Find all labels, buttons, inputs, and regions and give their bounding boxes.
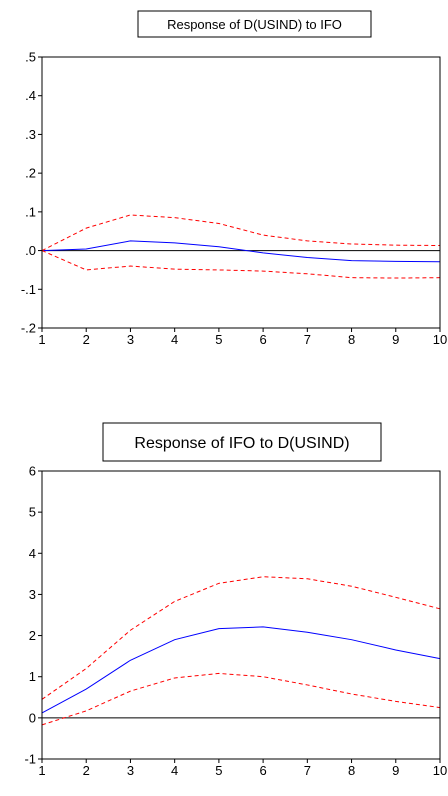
chart-2-y-tick-label: 2 — [29, 628, 36, 643]
chart-1-plot-area: -.2 -.1 .0 .1 .2 .3 .4 .5 1 2 3 4 5 6 7 8 9 10 — [21, 50, 447, 348]
chart-1-frame — [41, 56, 441, 329]
chart-2-x-tick-label: 9 — [392, 763, 399, 778]
chart-1-x-tick-label: 6 — [259, 332, 266, 347]
chart-2-x-tick-label: 5 — [215, 763, 222, 778]
chart-1-x-tick-label: 2 — [83, 332, 90, 347]
chart-2-title-box — [102, 422, 382, 462]
chart-2-x-tick-label: 3 — [127, 763, 134, 778]
chart-2-y-tick-label: 6 — [29, 464, 36, 479]
chart-1-title: Response of D(USIND) to IFO — [167, 17, 342, 32]
chart-1-upper-band-line — [41, 214, 441, 252]
chart-2-x-tick-label: 4 — [171, 763, 178, 778]
chart-2-title: Response of IFO to D(USIND) — [134, 435, 349, 452]
chart-1-title-box — [137, 10, 372, 38]
chart-2: Response of IFO to D(USIND) -1 0 1 2 3 4 5 6 1 2 3… — [24, 422, 447, 779]
chart-2-y-tick-label: 3 — [29, 587, 36, 602]
chart-1-y-tick-label: .5 — [25, 50, 36, 65]
chart-1-x-tick-label: 5 — [215, 332, 222, 347]
chart-1-x-tick-label: 8 — [348, 332, 355, 347]
chart-2-y-tick-label: -1 — [24, 752, 36, 767]
chart-2-y-tick-label: 1 — [29, 669, 36, 684]
chart-2-frame — [41, 470, 441, 760]
chart-1-y-tick-label: -.1 — [21, 282, 36, 297]
chart-1-x-tick-label: 1 — [38, 332, 45, 347]
chart-2-upper-band-line — [41, 576, 441, 700]
chart-2-y-tick-label: 5 — [29, 505, 36, 520]
chart-1-x-tick-label: 9 — [392, 332, 399, 347]
chart-1-y-tick-label: .1 — [25, 204, 36, 219]
chart-1-lower-band-line — [41, 250, 441, 279]
chart-1-x-tick-label: 7 — [304, 332, 311, 347]
chart-2-x-tick-label: 6 — [259, 763, 266, 778]
chart-2-y-tick-label: 0 — [29, 710, 36, 725]
chart-2-lower-band-line — [41, 672, 441, 726]
chart-1-y-tick-label: .2 — [25, 166, 36, 181]
chart-2-plot-area: -1 0 1 2 3 4 5 6 1 2 3 4 5 6 7 8 9 10 — [24, 464, 447, 779]
chart-2-x-tick-label: 1 — [38, 763, 45, 778]
chart-1-y-tick-label: -.2 — [21, 321, 36, 336]
chart-1-response-line — [41, 240, 441, 263]
chart-1-x-tick-label: 10 — [433, 332, 447, 347]
chart-1-y-tick-label: .0 — [25, 243, 36, 258]
chart-2-x-tick-label: 7 — [304, 763, 311, 778]
chart-2-response-line — [41, 626, 441, 714]
chart-1-x-tick-label: 3 — [127, 332, 134, 347]
chart-2-x-tick-label: 8 — [348, 763, 355, 778]
chart-2-y-tick-label: 4 — [29, 546, 36, 561]
chart-1-y-tick-label: .4 — [25, 88, 36, 103]
chart-2-x-tick-label: 10 — [433, 763, 447, 778]
chart-1-x-tick-label: 4 — [171, 332, 178, 347]
chart-1-y-tick-label: .3 — [25, 127, 36, 142]
chart-2-x-tick-label: 2 — [83, 763, 90, 778]
chart-1: Response of D(USIND) to IFO -.2 -.1 .0 .1 .2… — [21, 10, 447, 348]
